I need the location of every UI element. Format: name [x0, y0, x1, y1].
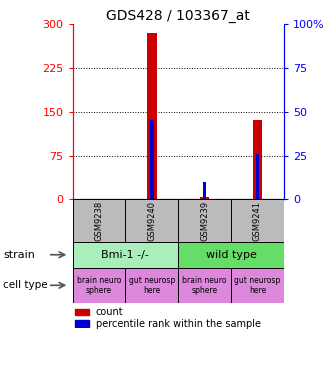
Text: Bmi-1 -/-: Bmi-1 -/-: [101, 250, 149, 260]
Bar: [75, 321, 89, 327]
Bar: [73, 268, 125, 303]
Bar: [73, 242, 178, 268]
Bar: [125, 268, 178, 303]
Text: gut neurosp
here: gut neurosp here: [129, 276, 175, 295]
Text: cell type: cell type: [3, 280, 48, 290]
Bar: [178, 268, 231, 303]
Text: GSM9238: GSM9238: [94, 201, 104, 240]
Bar: [203, 182, 207, 199]
Bar: [255, 154, 259, 199]
Bar: [253, 120, 262, 199]
Title: GDS428 / 103367_at: GDS428 / 103367_at: [106, 9, 250, 23]
Text: brain neuro
sphere: brain neuro sphere: [182, 276, 227, 295]
Bar: [178, 242, 284, 268]
Text: gut neurosp
here: gut neurosp here: [234, 276, 280, 295]
Text: strain: strain: [3, 250, 35, 260]
Bar: [150, 120, 154, 199]
Text: GSM9241: GSM9241: [253, 201, 262, 240]
Text: GSM9239: GSM9239: [200, 201, 209, 240]
Text: wild type: wild type: [206, 250, 256, 260]
Bar: [147, 33, 156, 199]
Bar: [231, 268, 284, 303]
Bar: [200, 197, 209, 199]
Text: brain neuro
sphere: brain neuro sphere: [77, 276, 121, 295]
Bar: [231, 199, 284, 242]
Text: percentile rank within the sample: percentile rank within the sample: [96, 319, 261, 329]
Bar: [125, 199, 178, 242]
Text: count: count: [96, 307, 123, 317]
Bar: [178, 199, 231, 242]
Bar: [75, 309, 89, 315]
Text: GSM9240: GSM9240: [147, 201, 156, 240]
Bar: [73, 199, 125, 242]
